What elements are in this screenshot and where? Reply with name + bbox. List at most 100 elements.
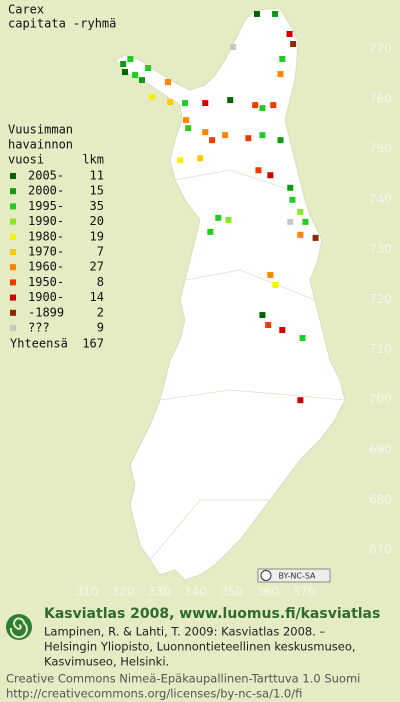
observation: [287, 218, 294, 225]
observation: [277, 137, 284, 144]
legend-header: Vuusimman: [8, 123, 73, 137]
observation: [167, 99, 174, 106]
legend-label: -1899: [28, 305, 64, 319]
observation: [132, 72, 139, 79]
y-tick-label: 670: [369, 543, 392, 557]
license: Creative Commons Nimeä-Epäkaupallinen-Ta…: [6, 672, 360, 686]
legend-count: 8: [97, 275, 104, 289]
observation: [289, 196, 296, 203]
observation: [202, 129, 209, 136]
observation: [230, 43, 237, 50]
legend-swatch: [10, 188, 16, 195]
observation: [215, 214, 222, 221]
logo: [6, 614, 32, 640]
legend-total-label: Yhteensä: [10, 337, 68, 351]
legend-label: 1950-: [28, 275, 64, 289]
observation: [255, 167, 262, 174]
site-title[interactable]: Kasviatlas 2008, www.luomus.fi/kasviatla…: [44, 606, 380, 622]
observation: [202, 100, 209, 107]
legend-label: 1980-: [28, 229, 64, 243]
y-tick-label: 680: [369, 492, 392, 506]
observation: [290, 40, 297, 47]
observation: [279, 327, 286, 334]
legend-total: 167: [82, 337, 104, 351]
observation: [145, 65, 152, 72]
x-tick-label: 370: [293, 585, 316, 599]
x-tick-label: 350: [220, 585, 243, 599]
observation: [149, 94, 156, 101]
observation: [127, 56, 134, 63]
legend-label: 2005-: [28, 169, 64, 183]
y-tick-label: 770: [369, 42, 392, 56]
observation: [272, 281, 279, 288]
observation: [209, 137, 216, 144]
observation: [253, 10, 260, 17]
observation: [286, 30, 293, 37]
y-tick-label: 740: [369, 192, 392, 206]
legend-count: 11: [90, 169, 104, 183]
legend-swatch: [10, 218, 16, 225]
observation: [267, 271, 274, 278]
legend-swatch: [10, 173, 16, 179]
legend-count: 14: [90, 290, 104, 304]
observation: [182, 100, 189, 107]
observation: [185, 125, 192, 132]
observation: [272, 10, 279, 17]
legend-swatch: [10, 294, 16, 301]
y-tick-label: 710: [369, 342, 392, 356]
y-tick-label: 720: [369, 292, 392, 306]
observation: [302, 218, 309, 225]
title: capitata -ryhmä: [8, 17, 116, 31]
observation: [177, 157, 184, 164]
legend-label: 1960-: [28, 260, 64, 274]
legend-swatch: [10, 233, 16, 240]
observation: [299, 335, 306, 342]
region-lines: [149, 169, 346, 561]
x-tick-label: 320: [112, 585, 135, 599]
observation: [227, 97, 234, 104]
legend-count: 19: [90, 229, 104, 243]
legend-header: lkm: [82, 153, 104, 167]
x-tick-label: 330: [148, 585, 171, 599]
license-url[interactable]: http://creativecommons.org/licenses/by-n…: [6, 687, 302, 701]
legend-swatch: [10, 279, 16, 286]
observation: [222, 132, 229, 139]
observation: [297, 208, 304, 215]
observations: [120, 10, 319, 404]
citation: Helsingin Yliopisto, Luonnontieteellinen…: [44, 640, 356, 654]
y-tick-label: 730: [369, 242, 392, 256]
citation: Lampinen, R. & Lahti, T. 2009: Kasviatla…: [44, 625, 326, 639]
legend-swatch: [10, 264, 16, 271]
legend-label: 1990-: [28, 214, 64, 228]
observation: [183, 117, 190, 124]
legend-label: ???: [28, 321, 50, 335]
legend-label: 1995-: [28, 199, 64, 213]
legend-count: 9: [97, 321, 104, 335]
title: Carex: [8, 3, 44, 17]
license-badge-text: BY-NC-SA: [278, 572, 316, 581]
x-tick-label: 310: [76, 585, 99, 599]
observation: [120, 61, 127, 68]
legend-swatch: [10, 325, 16, 331]
legend-label: 2000-: [28, 184, 64, 198]
y-tick-label: 700: [369, 392, 392, 406]
legend-count: 2: [97, 305, 104, 319]
legend-label: 1900-: [28, 290, 64, 304]
x-tick-label: 340: [184, 585, 207, 599]
observation: [279, 56, 286, 63]
observation: [259, 312, 266, 319]
legend-swatch: [10, 249, 16, 255]
legend-header: vuosi: [8, 153, 44, 167]
observation: [277, 71, 284, 78]
observation: [297, 397, 304, 404]
license-badge: BY-NC-SA: [257, 568, 331, 583]
observation: [259, 132, 266, 139]
legend-swatch: [10, 309, 16, 316]
observation: [197, 155, 204, 162]
x-tick-label: 360: [256, 585, 279, 599]
legend-count: 15: [90, 184, 104, 198]
finland-outline: [114, 7, 346, 581]
citation: Kasvimuseo, Helsinki.: [44, 655, 169, 669]
